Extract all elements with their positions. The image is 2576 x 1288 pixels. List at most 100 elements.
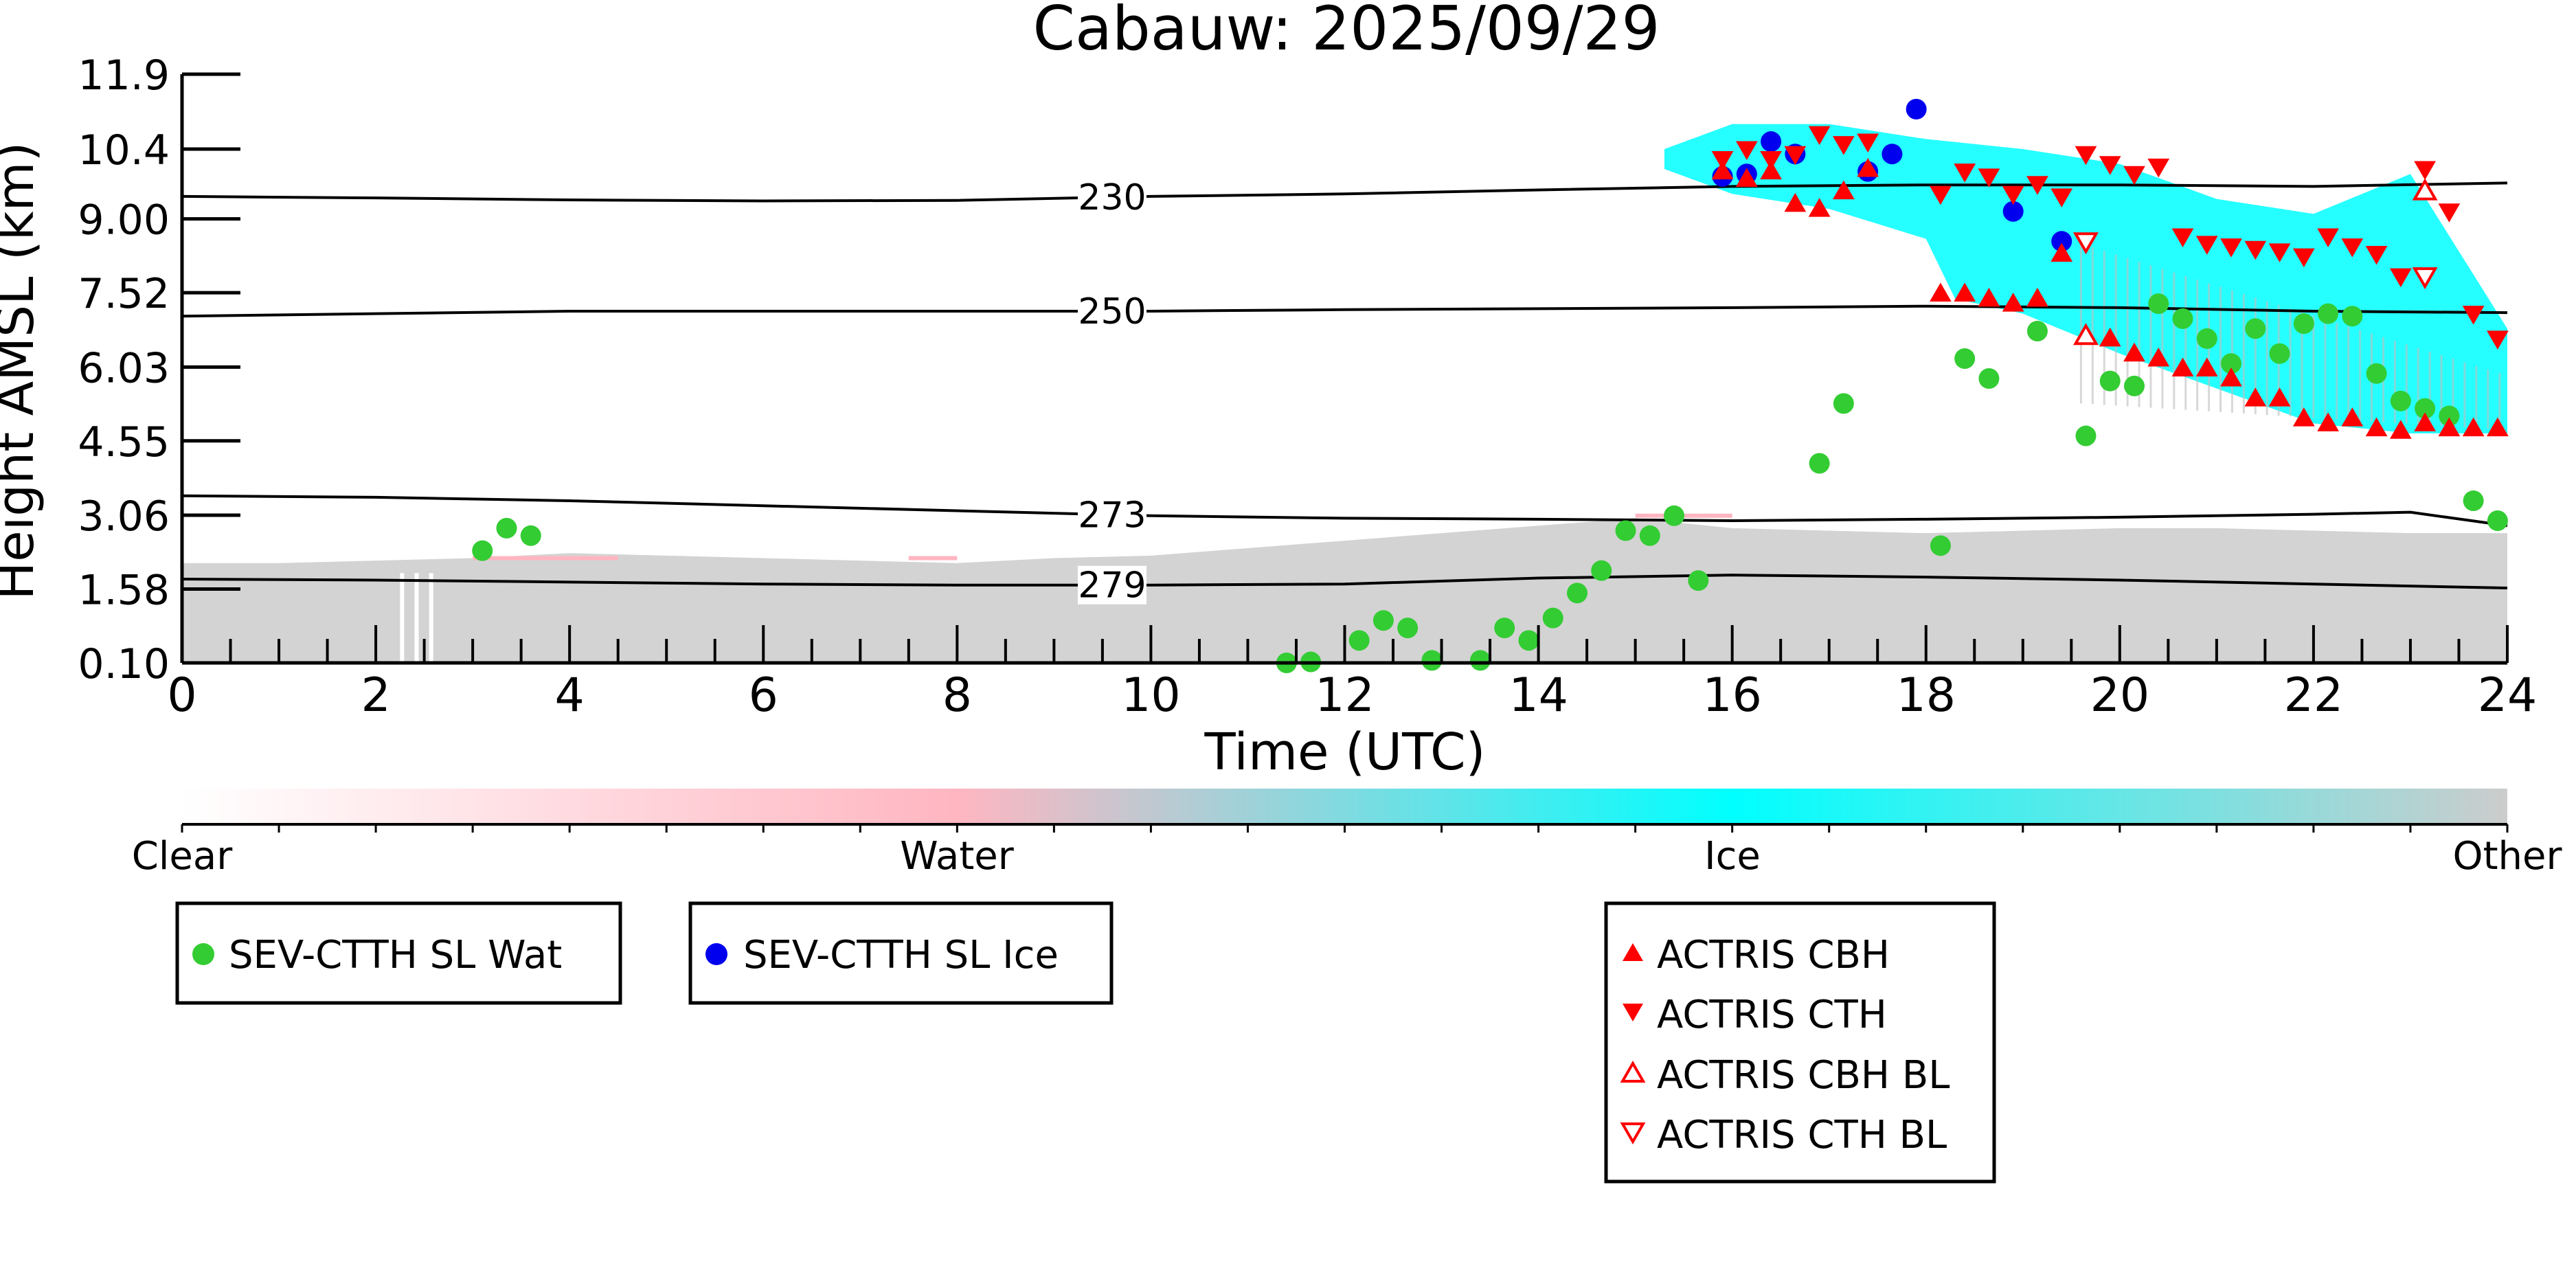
marker-actris-cbh xyxy=(2365,417,2388,437)
x-tick-label: 14 xyxy=(1509,668,1568,723)
marker-actris-cth xyxy=(2268,243,2291,262)
marker-sev-ctth-sl-wat xyxy=(2123,375,2145,396)
marker-actris-cbh xyxy=(2099,327,2121,347)
marker-actris-cbh xyxy=(2050,242,2073,262)
marker-sev-ctth-sl-wat xyxy=(1542,607,1563,629)
marker-actris-cth-bl xyxy=(2412,267,2438,290)
marker-sev-ctth-sl-wat xyxy=(1639,525,1660,546)
marker-actris-cth xyxy=(2438,203,2461,223)
contour-line-250 xyxy=(181,304,2508,318)
marker-sev-ctth-sl-wat xyxy=(1348,630,1370,651)
marker-actris-cbh xyxy=(2341,407,2364,427)
legend-box xyxy=(1604,901,1996,1184)
contour-label-bg xyxy=(1078,565,1146,605)
legend-marker-cbh-bl xyxy=(1620,1060,1646,1083)
contour-line-279 xyxy=(181,574,2508,590)
marker-actris-cth xyxy=(2195,236,2218,255)
legend-ice: SEV-CTTH SL Ice xyxy=(688,901,1114,1005)
marker-sev-ctth-sl-wat xyxy=(2196,328,2217,349)
marker-actris-cbh xyxy=(2244,387,2267,407)
marker-sev-ctth-sl-wat xyxy=(1494,618,1515,639)
marker-sev-ctth-sl-wat xyxy=(2148,293,2169,315)
legend-label-wat: SEV-CTTH SL Wat xyxy=(229,933,562,978)
y-tick-label: 6.03 xyxy=(78,344,170,392)
data-markers xyxy=(472,98,2509,673)
contour-label-bg xyxy=(1078,178,1146,217)
x-tick-label: 4 xyxy=(555,668,585,723)
legend-label-cth: ACTRIS CTH xyxy=(1657,993,1887,1037)
marker-sev-ctth-sl-wat xyxy=(2415,398,2436,419)
marker-actris-cth xyxy=(1711,150,1734,170)
marker-sev-ctth-sl-wat xyxy=(2269,343,2290,364)
marker-sev-ctth-sl-wat xyxy=(1978,368,2000,389)
marker-actris-cth xyxy=(2341,238,2364,258)
marker-sev-ctth-sl-wat xyxy=(2366,363,2387,384)
marker-actris-cbh xyxy=(2123,342,2145,362)
marker-actris-cth xyxy=(2244,240,2267,260)
marker-actris-cth xyxy=(1857,133,1879,153)
x-tick-label: 22 xyxy=(2284,668,2344,723)
colorbar-gradient xyxy=(182,789,2507,824)
x-tick-label: 24 xyxy=(2478,668,2538,723)
legend-marker-ice xyxy=(705,943,727,965)
marker-sev-ctth-sl-wat xyxy=(1591,560,1612,581)
contour-label-250: 250 xyxy=(1078,291,1146,332)
marker-actris-cbh-bl xyxy=(2412,178,2438,201)
marker-sev-ctth-sl-wat xyxy=(1615,520,1636,541)
legend-marker-cth xyxy=(1623,1004,1643,1021)
marker-actris-cbh xyxy=(2171,357,2194,376)
y-tick-label: 1.58 xyxy=(78,567,170,615)
marker-actris-cbh xyxy=(2462,417,2485,437)
y-tick-label: 9.00 xyxy=(78,196,170,245)
marker-sev-ctth-sl-wat xyxy=(1397,618,1419,639)
marker-sev-ctth-sl-wat xyxy=(2390,390,2411,411)
marker-actris-cbh xyxy=(2317,412,2339,431)
contour-label-230: 230 xyxy=(1078,177,1146,218)
marker-sev-ctth-sl-ice xyxy=(1906,98,1927,120)
y-tick-label: 4.55 xyxy=(78,418,170,466)
marker-sev-ctth-sl-wat xyxy=(472,540,493,561)
marker-actris-cth xyxy=(1735,141,1758,160)
marker-sev-ctth-sl-ice xyxy=(2051,231,2072,252)
colorbar-label-ice: Ice xyxy=(1704,834,1761,879)
marker-sev-ctth-sl-wat xyxy=(2293,313,2314,335)
y-tick-label: 10.4 xyxy=(78,126,170,174)
marker-actris-cth xyxy=(1954,163,1976,183)
marker-sev-ctth-sl-ice xyxy=(2002,201,2024,222)
marker-actris-cth xyxy=(2220,238,2242,258)
marker-actris-cth xyxy=(2462,306,2485,325)
legend-box xyxy=(688,901,1114,1005)
temperature-contours: 230 250 273 279 xyxy=(181,177,2508,607)
field-ice xyxy=(1664,124,2507,433)
marker-actris-cth xyxy=(1978,168,2000,188)
y-tick-label: 0.10 xyxy=(78,640,170,688)
x-axis-label: Time (UTC) xyxy=(1204,723,1485,782)
x-tick-label: 6 xyxy=(749,668,778,723)
legend-marker-cth-bl xyxy=(1620,1122,1646,1145)
legend-water: SEV-CTTH SL Wat xyxy=(175,901,622,1005)
marker-sev-ctth-sl-wat xyxy=(1421,650,1443,671)
y-tick-label: 3.06 xyxy=(78,493,170,541)
marker-actris-cth xyxy=(1832,136,1855,155)
contour-label-279: 279 xyxy=(1078,565,1146,607)
marker-actris-cbh xyxy=(1760,160,1782,180)
contour-label-bg xyxy=(1078,495,1146,534)
y-ticks: 0.10 1.58 3.06 4.55 6.03 7.52 9.00 10.4 11.9 xyxy=(78,52,240,688)
marker-sev-ctth-sl-wat xyxy=(2221,353,2242,374)
legend-marker-cbh xyxy=(1623,943,1643,961)
marker-actris-cth xyxy=(2099,156,2121,175)
contour-line-230 xyxy=(181,181,2508,203)
marker-actris-cbh xyxy=(2292,407,2315,427)
y-tick-label: 7.52 xyxy=(78,270,170,318)
marker-sev-ctth-sl-wat xyxy=(2318,303,2339,324)
marker-actris-cth xyxy=(2365,245,2388,265)
marker-actris-cth xyxy=(2171,228,2194,248)
marker-actris-cth xyxy=(2026,176,2048,195)
x-tick-label: 12 xyxy=(1315,668,1375,723)
y-tick-label: 11.9 xyxy=(78,52,170,100)
marker-actris-cbh xyxy=(2389,420,2412,439)
contour-line-273 xyxy=(181,494,2508,528)
marker-actris-cth xyxy=(2002,185,2024,205)
marker-sev-ctth-sl-wat xyxy=(2342,306,2363,327)
